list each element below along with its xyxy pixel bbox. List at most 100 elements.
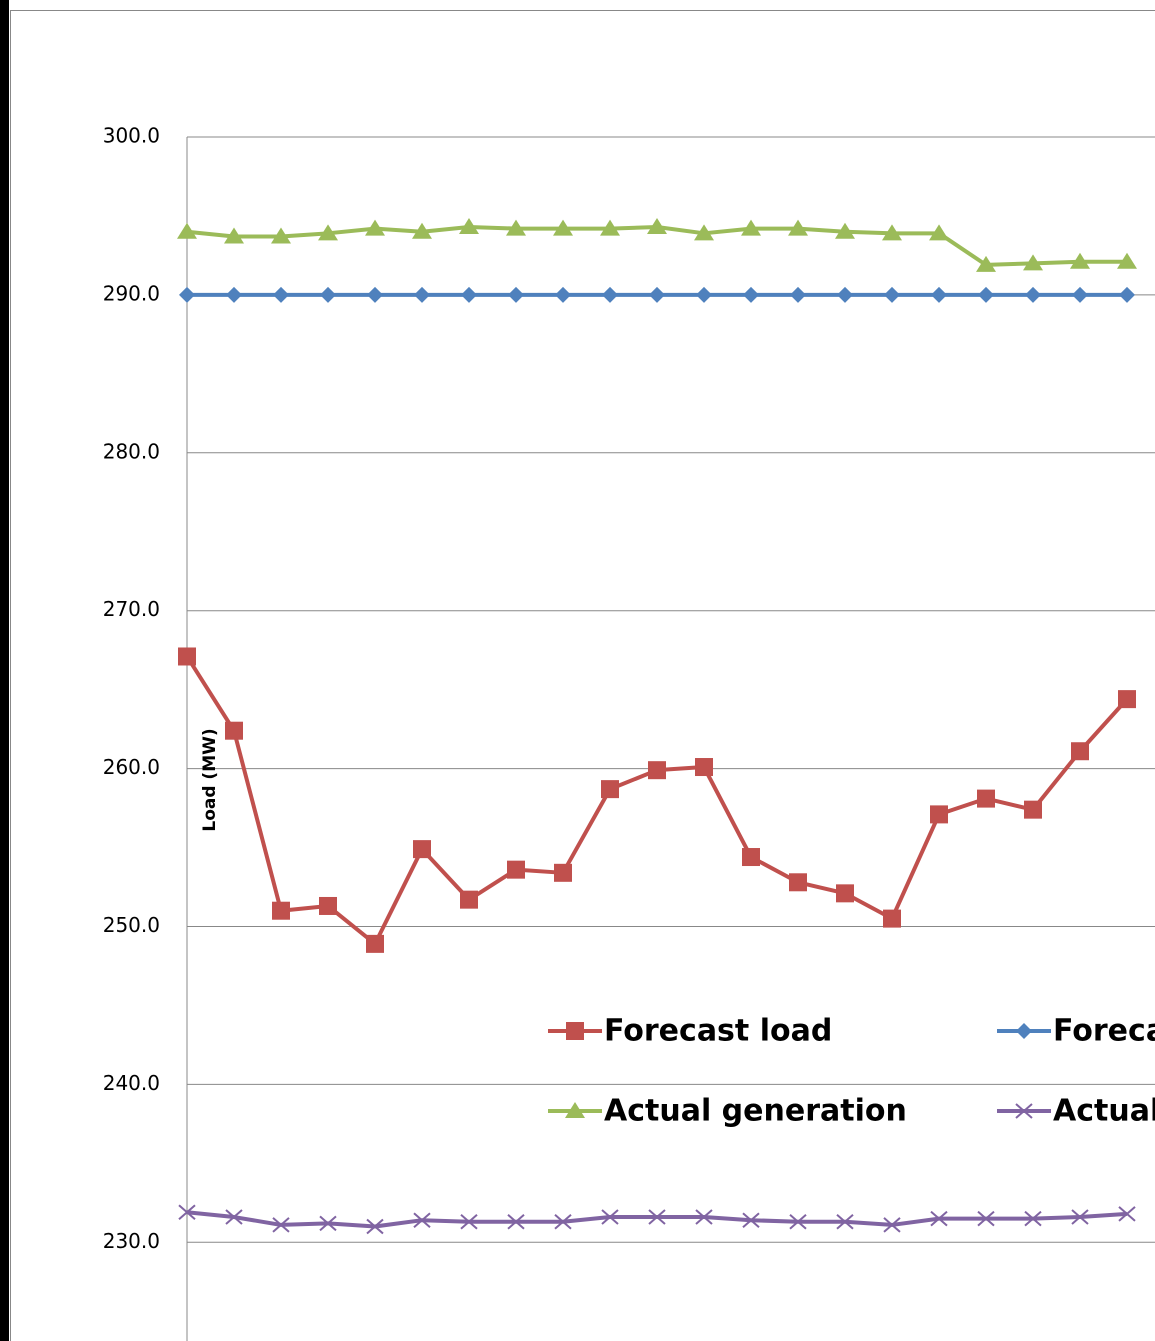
marker [835, 222, 855, 239]
marker [225, 1209, 243, 1225]
marker [1024, 800, 1042, 819]
marker [413, 840, 431, 859]
marker [554, 863, 572, 882]
marker [273, 286, 289, 303]
marker [836, 884, 854, 903]
y-tick-label: 300.0 [103, 124, 160, 148]
legend-item: Forecast load [548, 1014, 832, 1049]
legend-marker [566, 1022, 584, 1040]
marker [930, 805, 948, 824]
marker [977, 1210, 995, 1227]
marker [649, 286, 665, 303]
marker [460, 890, 478, 909]
marker [789, 873, 807, 892]
y-tick-label: 270.0 [103, 597, 160, 621]
marker [553, 219, 573, 236]
legend-item: Actual load [997, 1094, 1155, 1129]
marker [460, 1214, 478, 1230]
marker [648, 761, 666, 780]
marker [271, 227, 291, 244]
marker [884, 286, 900, 303]
legend-label: Forecast generation [1053, 1014, 1155, 1049]
marker [977, 789, 995, 808]
marker [178, 1204, 196, 1221]
marker [1072, 286, 1088, 303]
marker [601, 780, 619, 799]
marker [789, 1214, 807, 1230]
marker [272, 901, 290, 920]
marker [695, 1209, 713, 1225]
legend-marker [1015, 1103, 1033, 1119]
marker [743, 286, 759, 303]
marker [459, 218, 479, 235]
left-edge [0, 0, 9, 1341]
marker [930, 1210, 948, 1227]
legend-label: Actual load [1053, 1094, 1155, 1129]
marker [318, 224, 338, 241]
y-tick-label: 230.0 [103, 1229, 160, 1253]
marker [1024, 1210, 1042, 1227]
marker [741, 219, 761, 236]
marker [883, 909, 901, 928]
marker [836, 1214, 854, 1230]
marker [320, 286, 336, 303]
marker [367, 286, 383, 303]
marker [929, 224, 949, 241]
marker [648, 1209, 666, 1225]
y-tick-label: 290.0 [103, 281, 160, 305]
marker [1119, 286, 1135, 303]
marker [412, 222, 432, 239]
marker [1118, 1206, 1136, 1222]
marker [1117, 252, 1137, 269]
marker [695, 758, 713, 777]
marker [600, 219, 620, 236]
marker [696, 286, 712, 303]
marker [272, 1217, 290, 1233]
marker [882, 224, 902, 241]
marker [1118, 690, 1136, 709]
marker [1023, 254, 1043, 271]
marker [837, 286, 853, 303]
marker [694, 224, 714, 241]
y-tick-label: 280.0 [103, 439, 160, 463]
marker [178, 647, 196, 666]
marker [1025, 286, 1041, 303]
marker [413, 1212, 431, 1228]
marker [788, 219, 808, 236]
marker [319, 896, 337, 915]
marker [742, 1212, 760, 1228]
marker [226, 286, 242, 303]
marker [224, 227, 244, 244]
marker [177, 222, 197, 239]
marker [976, 255, 996, 272]
marker [414, 286, 430, 303]
marker [555, 286, 571, 303]
marker [554, 1214, 572, 1230]
marker [179, 286, 195, 303]
y-axis-label: Load (MW) [200, 728, 220, 831]
marker [225, 721, 243, 740]
marker [1071, 742, 1089, 761]
marker [931, 286, 947, 303]
y-tick-label: 260.0 [103, 755, 160, 779]
marker [790, 286, 806, 303]
marker [978, 286, 994, 303]
marker [508, 286, 524, 303]
legend-item: Forecast generation [997, 1014, 1155, 1049]
legend: Forecast load Forecast generation Actual g… [548, 1014, 1155, 1129]
grid: 230.0 240.0 250.0 260.0 270.0 280.0 290.0 300.0 [103, 124, 1155, 1253]
marker [883, 1217, 901, 1233]
legend-marker [565, 1102, 585, 1118]
marker [742, 848, 760, 867]
marker [601, 1209, 619, 1225]
y-tick-label: 250.0 [103, 913, 160, 937]
marker [1071, 1209, 1089, 1225]
legend-item: Actual generation [548, 1094, 907, 1129]
marker [506, 219, 526, 236]
marker [365, 219, 385, 236]
legend-label: Forecast load [604, 1014, 832, 1049]
marker [647, 218, 667, 235]
marker [461, 286, 477, 303]
